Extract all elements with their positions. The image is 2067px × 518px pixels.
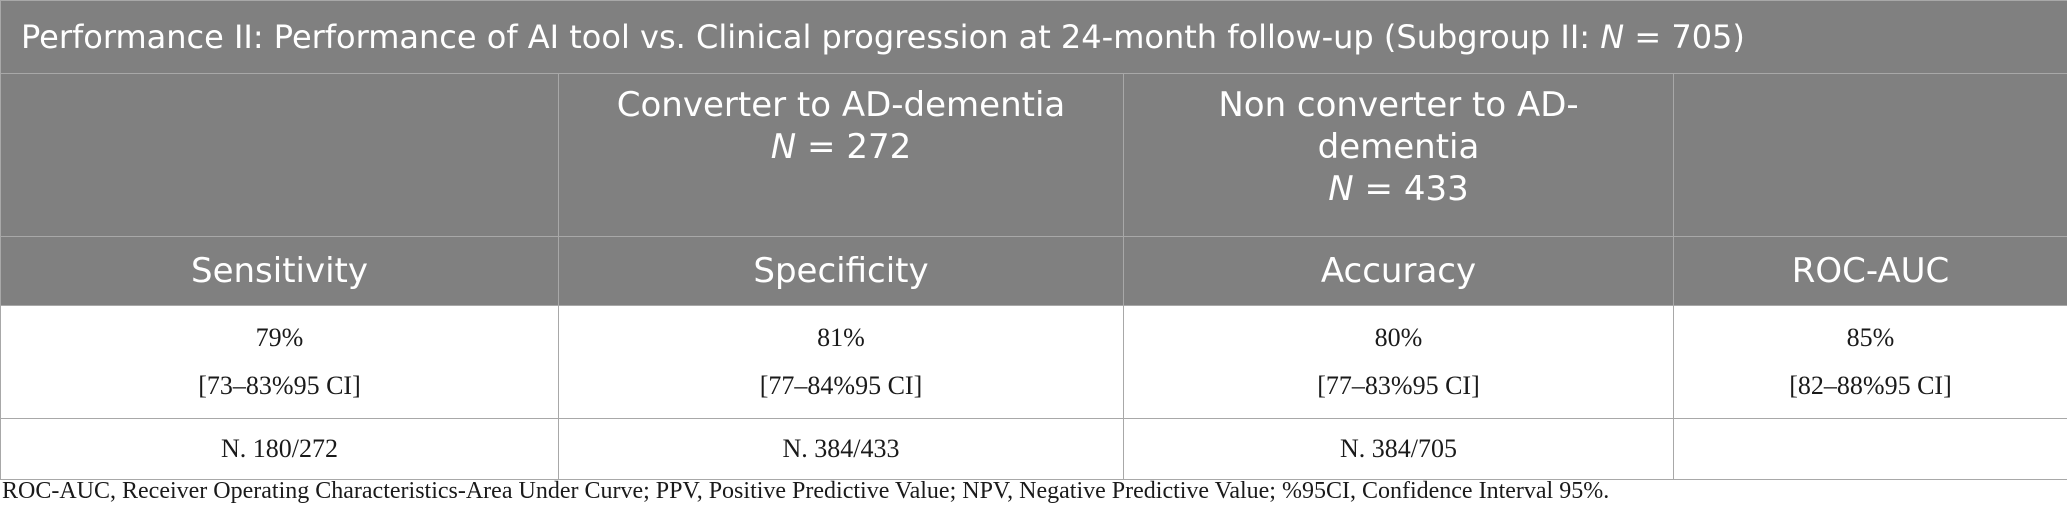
specificity-ci: [77–84%95 CI] bbox=[759, 371, 923, 400]
non-converter-label-line2: dementia bbox=[1317, 127, 1480, 167]
roc-auc-value: 85% bbox=[1846, 323, 1895, 352]
accuracy-ci: [77–83%95 CI] bbox=[1317, 371, 1480, 400]
cell-sensitivity: 79% [73–83%95 CI] bbox=[0, 305, 559, 419]
sensitivity-value: 79% bbox=[255, 323, 304, 352]
count-accuracy: N. 384/705 bbox=[1123, 418, 1674, 480]
column-header-sensitivity: Sensitivity bbox=[0, 236, 559, 306]
specificity-value: 81% bbox=[817, 323, 865, 352]
sensitivity-ci: [73–83%95 CI] bbox=[198, 371, 361, 400]
title-suffix: = 705) bbox=[1624, 18, 1745, 56]
title-row: Performance II: Performance of AI tool v… bbox=[0, 0, 2067, 74]
title-prefix: Performance II: Performance of AI tool v… bbox=[21, 18, 1601, 56]
group-header-row: Converter to AD-dementia N = 272 Non con… bbox=[0, 73, 2067, 237]
group-header-non-converter: Non converter to AD- dementia N = 433 bbox=[1123, 73, 1674, 237]
performance-table: Performance II: Performance of AI tool v… bbox=[0, 0, 2067, 480]
group-header-empty-right bbox=[1672, 73, 2067, 237]
roc-auc-ci: [82–88%95 CI] bbox=[1789, 371, 1952, 400]
group-header-empty-left bbox=[0, 73, 559, 237]
non-converter-label-line1: Non converter to AD- bbox=[1218, 85, 1579, 125]
non-converter-n: N = 433 bbox=[1124, 168, 1673, 210]
converter-label: Converter to AD-dementia bbox=[616, 85, 1066, 125]
table-title: Performance II: Performance of AI tool v… bbox=[0, 0, 2067, 74]
cell-specificity: 81% [77–84%95 CI] bbox=[558, 305, 1124, 419]
table-row-metrics: 79% [73–83%95 CI] 81% [77–84%95 CI] 80% … bbox=[0, 305, 2067, 419]
title-n-symbol: N bbox=[1600, 18, 1625, 56]
table-footnote: ROC-AUC, Receiver Operating Characterist… bbox=[2, 478, 1610, 504]
cell-roc-auc: 85% [82–88%95 CI] bbox=[1672, 305, 2067, 419]
converter-n-symbol: N bbox=[770, 127, 797, 167]
column-header-specificity: Specificity bbox=[558, 236, 1124, 306]
column-header-accuracy: Accuracy bbox=[1123, 236, 1674, 306]
column-header-row: Sensitivity Specificity Accuracy ROC-AUC bbox=[0, 236, 2067, 306]
table-row-counts: N. 180/272 N. 384/433 N. 384/705 bbox=[0, 418, 2067, 480]
column-header-roc-auc: ROC-AUC bbox=[1672, 236, 2067, 306]
count-roc-auc bbox=[1672, 418, 2067, 480]
accuracy-value: 80% bbox=[1374, 323, 1423, 352]
cell-accuracy: 80% [77–83%95 CI] bbox=[1123, 305, 1674, 419]
count-specificity: N. 384/433 bbox=[558, 418, 1124, 480]
converter-n: N = 272 bbox=[559, 126, 1123, 168]
converter-n-value: = 272 bbox=[796, 127, 912, 167]
count-sensitivity: N. 180/272 bbox=[0, 418, 559, 480]
non-converter-n-value: = 433 bbox=[1353, 169, 1469, 209]
non-converter-n-symbol: N bbox=[1328, 169, 1354, 209]
group-header-converter: Converter to AD-dementia N = 272 bbox=[558, 73, 1124, 237]
